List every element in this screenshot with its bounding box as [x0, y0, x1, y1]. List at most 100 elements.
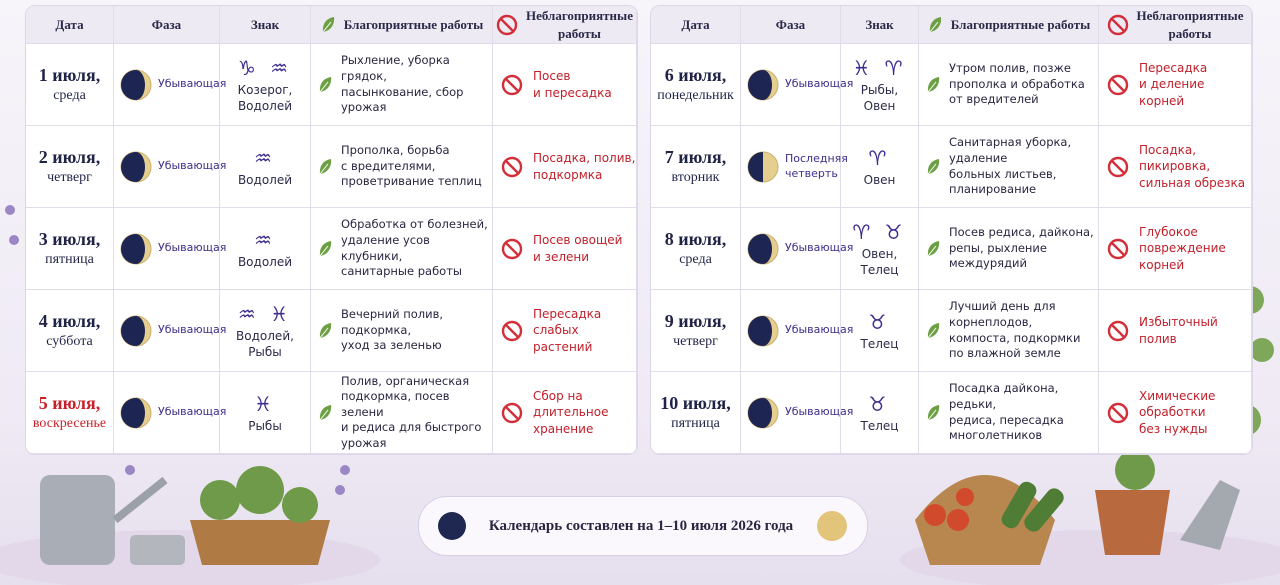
date-day: 4 июля, [38, 310, 101, 331]
moon-icon [747, 69, 779, 101]
date-day: 1 июля, [38, 64, 101, 85]
sign-symbols: ♑ ♒ [237, 55, 293, 80]
date-day: 5 июля, [38, 392, 101, 413]
header-cell: Знак [841, 6, 919, 44]
prohibited-icon [1107, 402, 1129, 424]
leaf-icon [927, 404, 940, 420]
sign-cell: ♒ Водолей [220, 208, 311, 290]
bad-works-text: Посев и пересадка [533, 69, 612, 100]
header-icon [1107, 14, 1129, 36]
date-cell: 10 июля, пятница [651, 372, 741, 454]
prohibited-icon [501, 156, 523, 178]
leaf-icon [317, 76, 333, 94]
leaf-icon [319, 76, 332, 92]
header-text: Неблагоприятные работы [1136, 7, 1244, 41]
good-works-text: Полив, органическая подкормка, посев зел… [341, 373, 482, 450]
bad-works-cell: Пересадка слабых растений [493, 290, 637, 372]
leaf-icon [925, 404, 941, 422]
bad-works-cell: Глубокое повреждение корней [1099, 208, 1252, 290]
bad-works-cell: Посадка, полив, подкормка [493, 126, 637, 208]
leaf-icon [319, 322, 332, 338]
sign-cell: ♈ ♉ Овен, Телец [841, 208, 919, 290]
prohibited-icon [501, 402, 523, 423]
leaf-icon [925, 158, 941, 176]
leaf-icon [925, 240, 941, 258]
sign-cell: ♈ Овен [841, 126, 919, 208]
prohibited-icon [1107, 156, 1129, 178]
moon [120, 233, 152, 264]
sign-cell: ♑ ♒ Козерог, Водолей [220, 44, 311, 126]
header-text: Неблагоприятные работы [526, 7, 633, 41]
leaf-icon [319, 240, 332, 256]
header-text: Благоприятные работы [950, 16, 1091, 32]
phase-cell: Убывающая [114, 126, 226, 208]
header-cell: Фаза [114, 6, 220, 44]
header-cell: Дата [651, 6, 741, 44]
calendar-table: Дата Фаза Знак Благоприятные работы Неблагоп… [650, 5, 1253, 455]
sign-names: Водолей, Рыбы [236, 328, 294, 359]
sign-symbols: ♈ ♉ [852, 219, 907, 244]
footer-text: Календарь составлен на 1–10 июля 2026 го… [488, 517, 794, 534]
sign-cell: ♒ ♓ Водолей, Рыбы [220, 290, 311, 372]
date-cell: 1 июля, среда [26, 44, 114, 126]
good-works-text: Обработка от болезней, удаление усов клу… [341, 217, 488, 279]
date-weekday: среда [679, 252, 712, 268]
phase-cell: Убывающая [114, 372, 226, 454]
date-cell: 6 июля, понедельник [651, 44, 741, 126]
good-works-text: Рыхление, уборка грядок, пасынкование, с… [341, 53, 464, 115]
moon [120, 69, 152, 100]
date-cell: 8 июля, среда [651, 208, 741, 290]
bad-works-text: Посев овощей и зелени [533, 233, 623, 264]
header-text: Дата [55, 16, 84, 32]
good-works-cell: Санитарная уборка, удаление больных лист… [919, 126, 1099, 208]
header-cell: Дата [26, 6, 114, 44]
sign-symbols: ♒ ♓ [237, 301, 293, 326]
prohibited-icon [1107, 156, 1129, 177]
date-weekday: четверг [47, 170, 92, 186]
header-cell: Знак [220, 6, 311, 44]
sign-symbols: ♒ [254, 227, 276, 252]
leaf-icon [927, 76, 940, 92]
bad-works-text: Пересадка слабых растений [533, 307, 602, 354]
date-day: 3 июля, [38, 228, 101, 249]
good-works-text: Посадка дайкона, редьки, редиса, пересад… [949, 381, 1064, 443]
leaf-icon [322, 16, 334, 32]
date-cell: 5 июля, воскресенье [26, 372, 114, 454]
sign-cell: ♉ Телец [841, 290, 919, 372]
good-works-text: Лучший день для корнеплодов, компоста, п… [949, 299, 1081, 361]
phase-text: Убывающая [785, 323, 854, 337]
phase-cell: Убывающая [114, 208, 226, 290]
sign-symbols: ♓ [254, 391, 276, 416]
sign-names: Телец [860, 336, 899, 351]
phase-cell: Убывающая [114, 290, 226, 372]
bad-works-cell: Химические обработки без нужды [1099, 372, 1252, 454]
leaf-icon [927, 322, 940, 338]
leaf-icon [925, 76, 941, 94]
header-cell: Благоприятные работы [311, 6, 493, 44]
sign-names: Овен [863, 172, 896, 187]
date-day: 8 июля, [664, 228, 727, 249]
sign-cell: ♓ ♈ Рыбы, Овен [841, 44, 919, 126]
moon [747, 397, 779, 428]
phase-cell: Убывающая [741, 290, 853, 372]
header-icon [320, 16, 336, 34]
moon [120, 315, 152, 346]
prohibited-icon [501, 320, 523, 342]
moon-icon [437, 512, 466, 540]
bad-works-text: Химические обработки без нужды [1139, 389, 1216, 436]
moon [747, 69, 779, 100]
bad-works-text: Сбор на длительное хранение [533, 389, 609, 436]
header-text: Знак [250, 16, 280, 32]
leaf-icon [927, 240, 940, 256]
phase-text: Убывающая [158, 405, 227, 419]
good-works-cell: Лучший день для корнеплодов, компоста, п… [919, 290, 1099, 372]
prohibited-icon [1107, 238, 1129, 259]
phase-cell: Убывающая [741, 208, 853, 290]
date-weekday: воскресенье [32, 416, 107, 432]
phase-text: Убывающая [158, 241, 227, 255]
prohibited-icon [501, 74, 523, 96]
header-cell: Неблагоприятные работы [493, 6, 637, 44]
sign-names: Рыбы, Овен [860, 82, 899, 113]
